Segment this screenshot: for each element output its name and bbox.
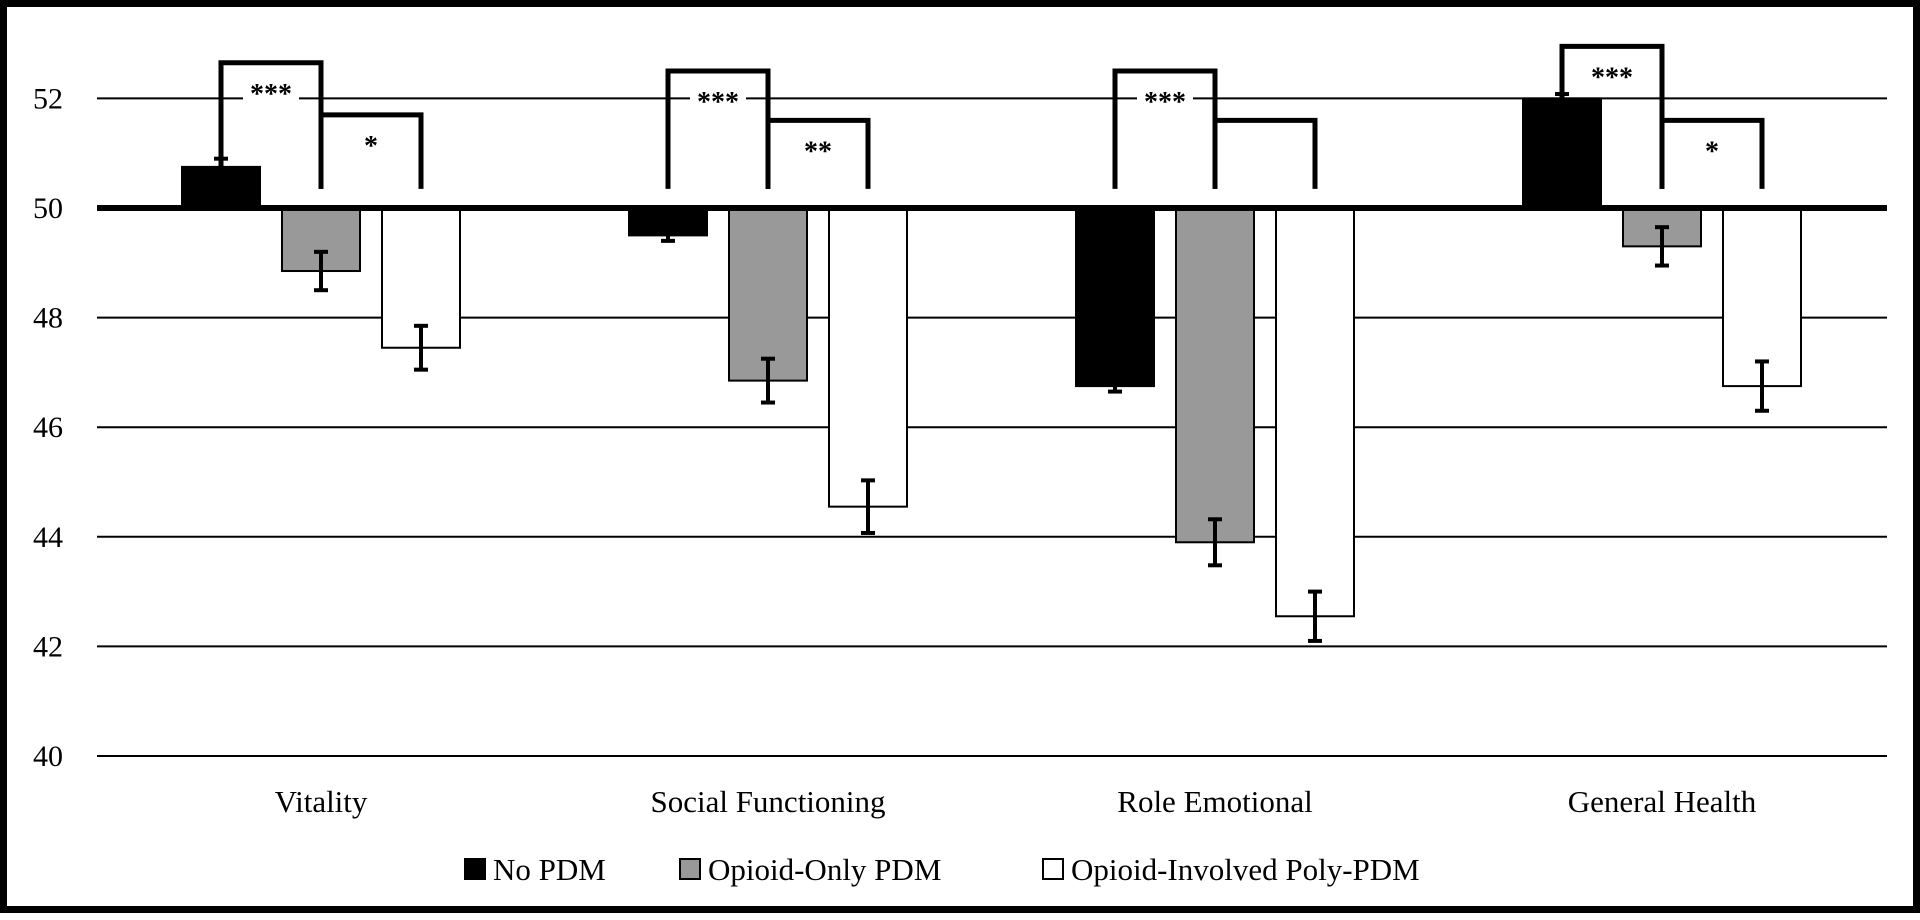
legend-item-opioid-involved-poly-pdm: Opioid-Involved Poly-PDM <box>1042 852 1420 887</box>
significance-bracket-7: * <box>1659 117 1765 189</box>
error-bar-vitality-opioid-only-pdm <box>314 249 328 293</box>
significance-bracket-3: ** <box>765 117 871 189</box>
error-bar-vitality-opioid-involved-poly-pdm <box>414 323 428 372</box>
error-bar-social-functioning-opioid-only-pdm <box>761 356 775 405</box>
error-bar-general-health-opioid-involved-poly-pdm <box>1755 359 1769 413</box>
significance-bracket-5 <box>1212 117 1318 189</box>
error-bar-social-functioning-no-pdm <box>661 227 675 243</box>
y-tick-label-50: 50 <box>33 192 63 225</box>
legend-item-no-pdm: No PDM <box>464 852 606 887</box>
bar-social-functioning-opioid-involved-poly-pdm <box>828 207 908 508</box>
bar-general-health-opioid-involved-poly-pdm <box>1722 207 1802 388</box>
legend-label: Opioid-Only PDM <box>708 852 941 887</box>
bar-role-emotional-opioid-only-pdm <box>1175 207 1255 544</box>
x-category-vitality: Vitality <box>275 784 368 819</box>
gridlines <box>97 97 1887 757</box>
significance-bracket-1: * <box>318 112 424 189</box>
error-bar-general-health-opioid-only-pdm <box>1655 225 1669 268</box>
legend: No PDM Opioid-Only PDM Opioid-Involved Pol… <box>464 852 1420 887</box>
y-tick-label-52: 52 <box>33 82 63 115</box>
significance-label: * <box>1705 136 1719 167</box>
bar-role-emotional-opioid-involved-poly-pdm <box>1275 207 1355 618</box>
error-bar-role-emotional-opioid-involved-poly-pdm <box>1308 589 1322 643</box>
significance-label: ** <box>804 136 832 167</box>
legend-swatch <box>464 858 486 880</box>
significance-bracket-6: *** <box>1559 43 1665 189</box>
bars <box>181 97 1802 618</box>
bar-role-emotional-no-pdm <box>1075 207 1155 388</box>
bar-social-functioning-opioid-only-pdm <box>728 207 808 382</box>
y-tick-label-46: 46 <box>33 411 63 444</box>
y-tick-label-48: 48 <box>33 302 63 335</box>
y-tick-label-40: 40 <box>33 740 63 773</box>
significance-bracket-2: *** <box>665 68 771 189</box>
legend-swatch <box>679 858 701 880</box>
legend-swatch <box>1042 858 1064 880</box>
significance-label: *** <box>697 87 739 118</box>
legend-item-opioid-only-pdm: Opioid-Only PDM <box>679 852 941 887</box>
x-category-social-functioning: Social Functioning <box>650 784 885 819</box>
significance-bracket-4: *** <box>1112 68 1218 189</box>
x-category-role-emotional: Role Emotional <box>1117 784 1312 819</box>
significance-label: *** <box>1144 87 1186 118</box>
error-bar-social-functioning-opioid-involved-poly-pdm <box>861 478 875 535</box>
significance-label: *** <box>250 79 292 110</box>
significance-label: *** <box>1591 62 1633 93</box>
error-bar-role-emotional-no-pdm <box>1108 378 1122 394</box>
legend-label: Opioid-Involved Poly-PDM <box>1071 852 1420 887</box>
legend-label: No PDM <box>493 852 606 887</box>
y-tick-label-44: 44 <box>33 521 63 554</box>
y-axis-ticks: 40 42 44 46 48 50 52 <box>33 82 63 773</box>
x-category-general-health: General Health <box>1568 784 1757 819</box>
significance-label: * <box>364 131 378 162</box>
y-tick-label-42: 42 <box>33 630 63 663</box>
significance-annotations: **************** <box>218 43 1765 189</box>
x-axis-categories: Vitality Social Functioning Role Emotional… <box>275 784 1757 819</box>
error-bar-role-emotional-opioid-only-pdm <box>1208 517 1222 568</box>
